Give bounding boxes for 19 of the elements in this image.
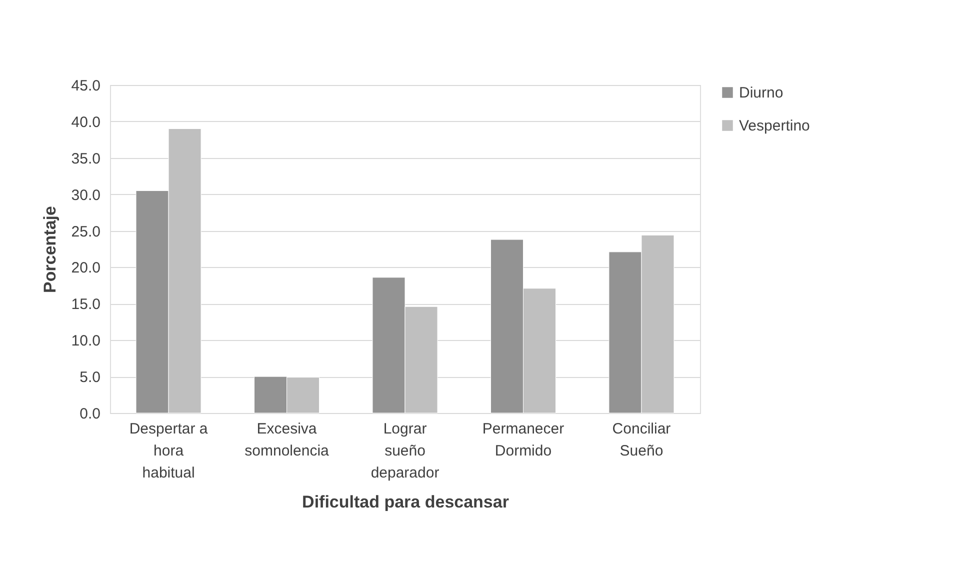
y-tick-label: 20.0 <box>71 260 100 277</box>
x-tick-label: Lograr sueño deparador <box>370 420 440 482</box>
x-tick-label: Conciliar Sueño <box>612 420 671 460</box>
y-tick-label: 30.0 <box>71 186 100 204</box>
legend-label: Vespertino <box>739 118 810 134</box>
y-axis-title: Porcentaje <box>40 206 60 293</box>
x-tick-label: Permanecer Dormido <box>482 420 564 460</box>
x-tick-label: Despertar a hora habitual <box>129 420 208 482</box>
x-axis-title: Dificultad para descansar <box>302 492 510 512</box>
y-tick-label: 40.0 <box>71 114 100 131</box>
y-tick-label: 35.0 <box>71 150 100 168</box>
y-tick-label: 5.0 <box>80 369 100 386</box>
y-tick-label: 10.0 <box>71 332 100 350</box>
y-tick-label: 0.0 <box>80 406 100 422</box>
y-tick-label: 25.0 <box>71 223 100 240</box>
y-tick-label: 45.0 <box>71 78 100 94</box>
y-tick-label: 15.0 <box>71 296 100 314</box>
legend-label: Diurno <box>739 84 784 102</box>
x-tick-label: Excesiva somnolencia <box>244 420 330 460</box>
